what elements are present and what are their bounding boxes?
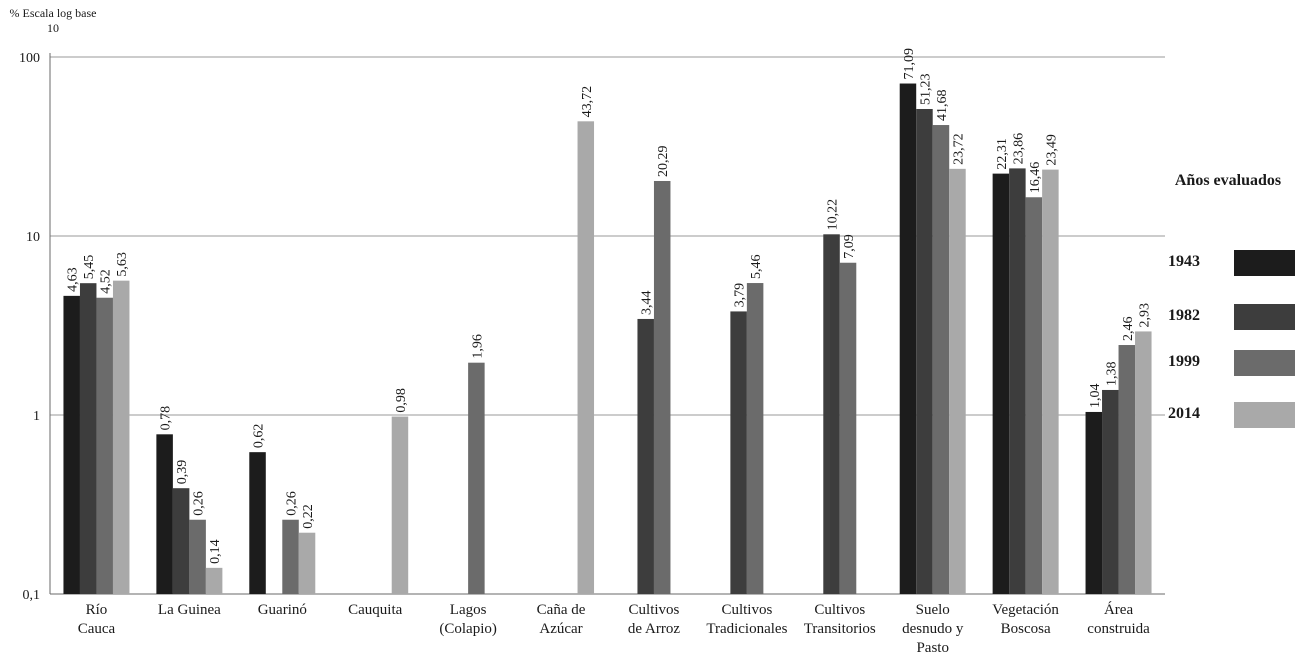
legend-swatch xyxy=(1234,304,1295,330)
bar xyxy=(746,283,764,594)
y-tick-label: 1 xyxy=(33,409,40,424)
y-axis-label: % Escala log base 10 xyxy=(9,6,97,35)
bar xyxy=(249,452,266,594)
data-label: 0,98 xyxy=(394,388,409,413)
data-label: 22,31 xyxy=(995,138,1010,170)
y-tick-label: 100 xyxy=(19,51,40,66)
data-label: 23,86 xyxy=(1011,133,1026,165)
bar xyxy=(949,168,966,594)
legend-swatch xyxy=(1234,402,1295,428)
data-label: 4,52 xyxy=(99,269,114,294)
data-label: 16,46 xyxy=(1028,162,1043,194)
x-tick-label: Suelo desnudo y Pasto xyxy=(902,602,964,656)
bar xyxy=(1025,197,1043,594)
data-label: 41,68 xyxy=(935,90,950,122)
data-label: 5,46 xyxy=(749,255,764,280)
legend-swatch xyxy=(1234,250,1295,276)
bar xyxy=(391,416,409,594)
data-label: 0,14 xyxy=(208,539,223,564)
bar xyxy=(298,532,316,594)
legend-item-2014: 2014 xyxy=(1168,402,1295,428)
x-tick-label: Cultivos Tradicionales xyxy=(706,602,787,637)
legend-label: 2014 xyxy=(1168,405,1200,422)
x-tick-label: Vegetación Boscosa xyxy=(992,602,1059,637)
bar xyxy=(468,362,485,594)
bar xyxy=(839,262,857,594)
bar xyxy=(637,318,654,594)
data-label: 5,63 xyxy=(115,252,130,277)
legend-item-1943: 1943 xyxy=(1168,250,1295,276)
bar xyxy=(172,488,190,594)
bar xyxy=(1009,168,1026,595)
bar xyxy=(1118,345,1136,594)
data-label: 0,78 xyxy=(159,406,174,431)
x-tick-label: Cultivos de Arroz xyxy=(628,602,680,637)
data-label: 10,22 xyxy=(826,199,841,231)
bar xyxy=(1085,411,1103,594)
bar xyxy=(63,295,80,594)
data-label: 0,22 xyxy=(301,504,316,529)
legend-label: 1982 xyxy=(1168,307,1200,324)
bar xyxy=(156,434,173,594)
data-label: 0,26 xyxy=(192,491,207,516)
data-label: 7,09 xyxy=(842,234,857,259)
bar xyxy=(823,234,840,594)
bar xyxy=(653,180,671,594)
x-tick-label: Río Cauca xyxy=(78,602,116,637)
data-label: 20,29 xyxy=(656,145,671,177)
data-label: 23,49 xyxy=(1044,134,1059,166)
data-label: 4,63 xyxy=(66,267,81,292)
legend-title: Años evaluados xyxy=(1174,172,1282,189)
data-label: 5,45 xyxy=(82,255,97,280)
bar xyxy=(205,567,223,594)
bar xyxy=(96,297,113,594)
legend-swatch xyxy=(1234,350,1295,376)
bar xyxy=(1042,169,1059,594)
x-tick-label: Cauquita xyxy=(348,602,402,618)
data-label: 1,38 xyxy=(1104,361,1119,386)
y-tick-label: 0,1 xyxy=(23,588,41,603)
bar xyxy=(79,283,97,594)
data-label: 43,72 xyxy=(580,86,595,118)
legend: Años evaluados 1943 1982 1999 2014 xyxy=(1168,170,1295,428)
bar xyxy=(1135,331,1152,594)
data-label: 71,09 xyxy=(902,48,917,80)
bar xyxy=(282,519,299,594)
data-label: 0,26 xyxy=(285,491,300,516)
legend-label: 1999 xyxy=(1168,353,1200,370)
x-tick-label: Caña de Azúcar xyxy=(537,602,586,637)
data-label: 0,62 xyxy=(252,424,267,449)
data-label: 0,39 xyxy=(175,460,190,485)
legend-item-1982: 1982 xyxy=(1168,304,1295,330)
legend-label: 1943 xyxy=(1168,253,1200,270)
bar xyxy=(189,519,206,594)
data-label: 1,04 xyxy=(1088,383,1103,408)
x-tick-label: La Guinea xyxy=(158,602,221,618)
bar xyxy=(916,108,933,594)
data-label: 2,46 xyxy=(1121,317,1136,342)
x-tick-label: Guarinó xyxy=(258,602,307,618)
data-label: 23,72 xyxy=(951,133,966,165)
x-tick-label: Área construida xyxy=(1087,601,1150,637)
y-tick-label: 10 xyxy=(26,230,40,245)
x-tick-label: Lagos (Colapio) xyxy=(439,602,497,637)
x-tick-label: Cultivos Transitorios xyxy=(804,602,876,637)
bar xyxy=(932,125,950,595)
legend-item-1999: 1999 xyxy=(1168,350,1295,376)
bar xyxy=(1102,389,1119,594)
data-label: 2,93 xyxy=(1137,303,1152,328)
data-label: 51,23 xyxy=(918,73,933,105)
bar xyxy=(112,280,130,594)
data-label: 3,44 xyxy=(640,290,655,315)
bar xyxy=(577,121,595,595)
data-label: 1,96 xyxy=(470,334,485,359)
data-label: 3,79 xyxy=(733,283,748,308)
bar xyxy=(899,83,917,594)
bar xyxy=(992,173,1010,594)
bar xyxy=(730,311,747,594)
